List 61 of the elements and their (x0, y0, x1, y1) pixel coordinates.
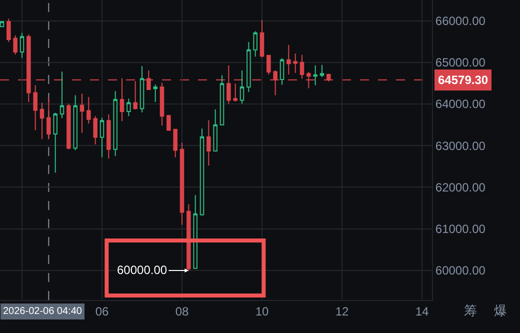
candlestick (40, 102, 44, 140)
x-tick-label: 10 (255, 304, 269, 318)
candlestick (180, 142, 184, 226)
candlestick (280, 58, 284, 86)
candlestick (120, 78, 124, 122)
candlestick (100, 117, 104, 158)
candlestick (173, 128, 178, 158)
candlestick (160, 82, 164, 126)
y-tick-label: 60000.00 (435, 264, 486, 278)
candlestick (140, 66, 144, 113)
candlestick (193, 194, 198, 269)
x-tick-label: 08 (175, 304, 189, 318)
candlestick (266, 54, 271, 75)
annotation: 60000.00 (117, 263, 168, 277)
x-tick-label: 06 (95, 304, 109, 318)
candlestick (300, 54, 304, 80)
candlestick (186, 204, 191, 271)
candlestick (320, 64, 324, 78)
ref-line-label: 64579.30 (438, 73, 488, 87)
candlestick (106, 114, 111, 160)
y-tick-label: 63000.00 (435, 138, 486, 153)
candlestick (200, 128, 204, 216)
y-tick-label: 61000.00 (435, 222, 486, 236)
candlestick (313, 64, 318, 86)
candlestick (20, 32, 24, 58)
candlestick (246, 42, 251, 92)
candlestick (60, 71, 64, 119)
candlestick (286, 44, 291, 75)
candlestick (153, 84, 158, 102)
candlestick (260, 19, 264, 58)
candlestick (133, 80, 138, 110)
candlestick (126, 98, 131, 117)
candlestick (66, 103, 71, 150)
candlestick (220, 74, 224, 126)
y-tick-label: 66000.00 (435, 14, 486, 28)
y-tick-label: 62000.00 (435, 180, 486, 194)
x-tick-label: 12 (335, 304, 349, 318)
text: 筹 (464, 304, 477, 319)
candlestick (13, 34, 18, 56)
candlestick (233, 83, 238, 102)
candlestick (73, 94, 78, 151)
candlestick (46, 97, 51, 140)
candlestick (293, 53, 298, 74)
candlestick (206, 120, 211, 166)
candlestick (226, 64, 231, 104)
candlestick (240, 70, 244, 104)
candlestick (86, 96, 91, 124)
candlestick (213, 108, 218, 152)
text: 爆 (494, 304, 507, 319)
candlestick (93, 116, 98, 145)
y-tick-label: 64000.00 (435, 97, 486, 112)
candlestick (33, 84, 38, 131)
candlestick (80, 93, 84, 134)
x-tick-label: 14 (415, 304, 429, 318)
y-tick-label: 65000.00 (435, 56, 486, 70)
candlestick (53, 112, 58, 174)
candlestick (113, 90, 118, 157)
candlestick (6, 18, 11, 43)
ref-line-label: 2026-02-06 04:40 (3, 306, 82, 317)
candlestick (166, 114, 171, 131)
candlestick (253, 30, 258, 58)
